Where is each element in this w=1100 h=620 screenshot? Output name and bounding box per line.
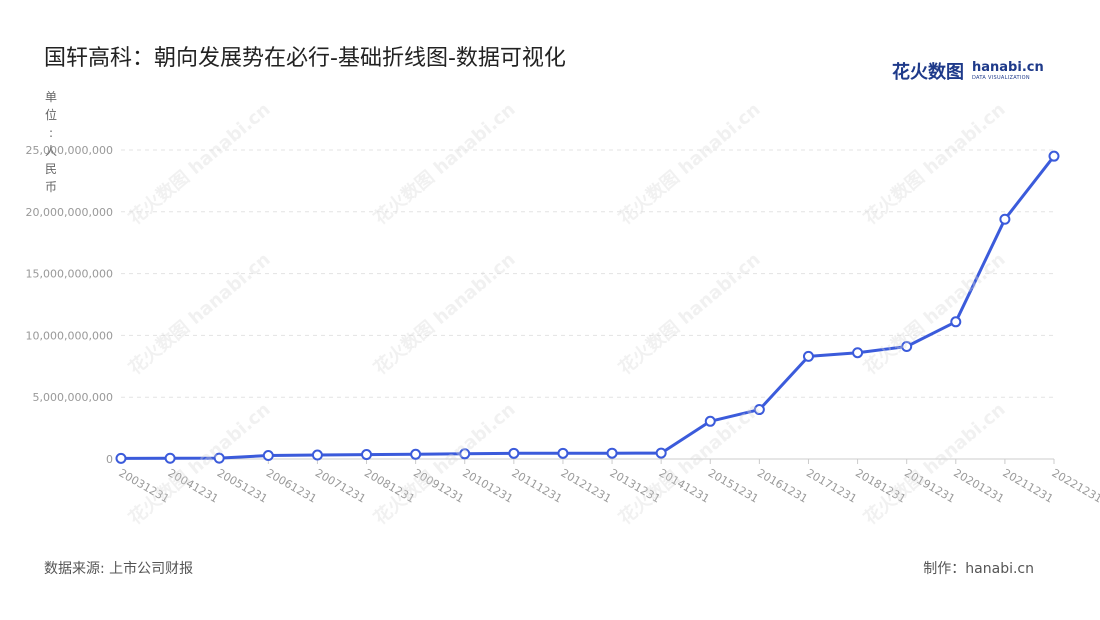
data-point[interactable] <box>311 449 323 461</box>
data-source-note: 数据来源: 上市公司财报 <box>44 561 194 577</box>
x-tick-label: 20171231 <box>804 466 859 505</box>
x-tick-label: 20031231 <box>117 466 172 505</box>
logo-domain: hanabi.cn <box>972 60 1044 75</box>
series-line <box>120 155 1056 460</box>
y-tick-labels: 0 5,000,000,000 10,000,000,000 15,000,000,0… <box>26 144 113 466</box>
credit-note: 制作：hanabi.cn <box>923 561 1034 577</box>
x-tick-label: 20051231 <box>215 466 270 505</box>
data-point[interactable] <box>213 452 225 464</box>
x-tick-label: 20221231 <box>1050 466 1100 505</box>
x-tick-label: 20131231 <box>608 466 663 505</box>
data-point[interactable] <box>115 452 127 464</box>
data-point[interactable] <box>655 447 667 459</box>
x-tick-label: 20151231 <box>706 466 761 505</box>
brand-logo: 花火数图 hanabi.cn DATA VISUALIZATION <box>892 58 1044 84</box>
data-point[interactable] <box>164 452 176 464</box>
data-point[interactable] <box>802 350 814 362</box>
x-tick-label: 20101231 <box>460 466 515 505</box>
data-point[interactable] <box>361 449 373 461</box>
x-tick-label: 20111231 <box>509 466 564 505</box>
x-tick-label: 20091231 <box>411 466 466 505</box>
x-tick-label: 20041231 <box>166 466 221 505</box>
data-point[interactable] <box>606 447 618 459</box>
chart-title: 国轩高科：朝向发展势在必行-基础折线图-数据可视化 <box>44 46 566 71</box>
x-tick-label: 20191231 <box>902 466 957 505</box>
logo-text: 花火数图 <box>892 62 964 83</box>
data-point[interactable] <box>459 448 471 460</box>
x-tick-label: 20201231 <box>951 466 1006 505</box>
data-point[interactable] <box>999 213 1011 225</box>
data-point[interactable] <box>410 448 422 460</box>
data-point[interactable] <box>753 404 765 416</box>
x-tick-label: 20211231 <box>1000 466 1055 505</box>
data-point[interactable] <box>704 415 716 427</box>
logo-subtitle: DATA VISUALIZATION <box>972 75 1030 81</box>
x-tick-label: 20141231 <box>657 466 712 505</box>
x-tick-label: 20061231 <box>264 466 319 505</box>
x-tick-label: 20071231 <box>313 466 368 505</box>
x-tick-labels: 2003123120041231200512312006123120071231… <box>117 459 1100 506</box>
data-point[interactable] <box>262 450 274 462</box>
data-points <box>115 150 1060 464</box>
x-tick-label: 20121231 <box>558 466 613 505</box>
grid-lines <box>121 149 1054 398</box>
data-point[interactable] <box>901 341 913 353</box>
y-tick-label: 25,000,000,000 <box>26 144 113 157</box>
y-tick-label: 10,000,000,000 <box>26 329 113 342</box>
data-point[interactable] <box>557 447 569 459</box>
data-point[interactable] <box>508 447 520 459</box>
data-point[interactable] <box>950 316 962 328</box>
data-point[interactable] <box>1048 150 1060 162</box>
y-tick-label: 15,000,000,000 <box>26 268 113 281</box>
data-point[interactable] <box>852 347 864 359</box>
x-tick-label: 20181231 <box>853 466 908 505</box>
y-axis-unit-label: 单位:人民币 <box>44 90 57 194</box>
x-tick-label: 20161231 <box>755 466 810 505</box>
y-tick-label: 20,000,000,000 <box>26 206 113 219</box>
x-tick-label: 20081231 <box>362 466 417 505</box>
y-tick-label: 0 <box>106 453 113 466</box>
y-tick-label: 5,000,000,000 <box>33 391 113 404</box>
